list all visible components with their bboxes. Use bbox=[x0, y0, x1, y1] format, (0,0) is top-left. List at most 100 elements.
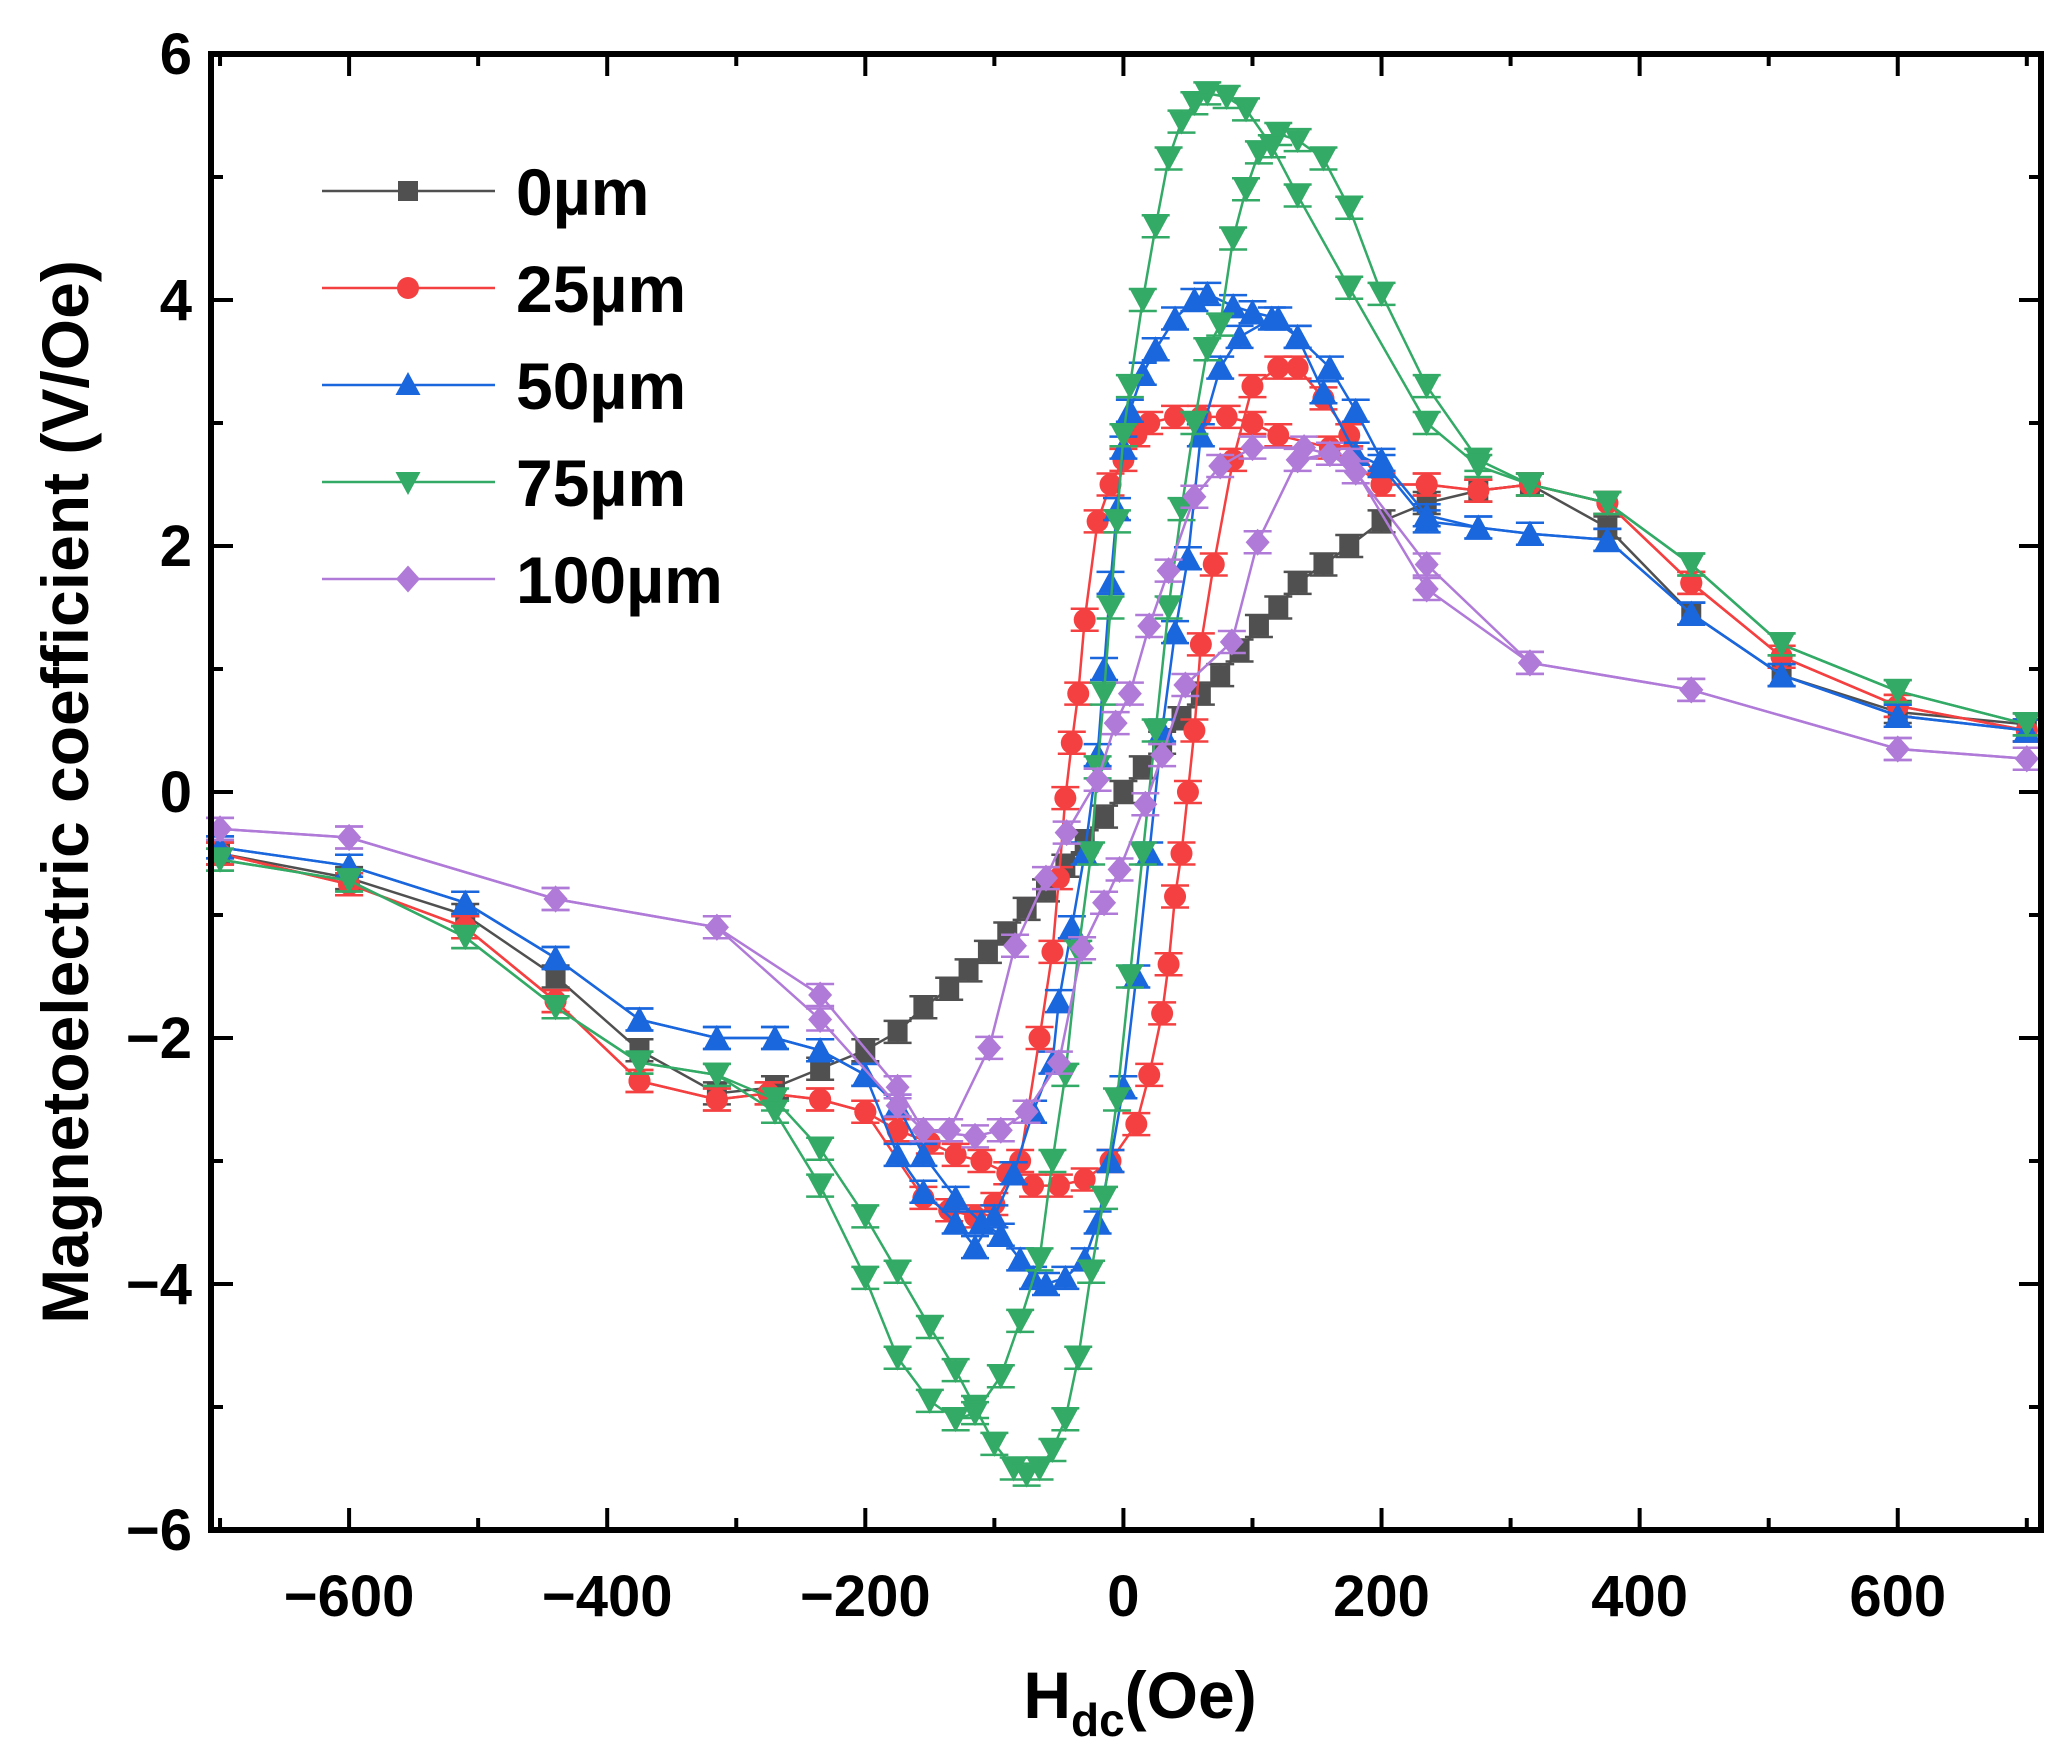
data-point bbox=[1181, 413, 1207, 436]
data-point bbox=[1181, 93, 1207, 117]
series-line bbox=[219, 292, 2027, 1250]
data-point bbox=[808, 981, 833, 1009]
data-point bbox=[1268, 597, 1289, 618]
data-point bbox=[628, 1070, 651, 1093]
data-point bbox=[1164, 885, 1187, 908]
data-point bbox=[885, 1261, 911, 1285]
data-point bbox=[1220, 293, 1246, 317]
data-point bbox=[336, 870, 362, 894]
data-point bbox=[1215, 405, 1238, 428]
data-point bbox=[1133, 790, 1158, 818]
y-axis-title: Magnetoelectric coefficient (V/Oe) bbox=[28, 260, 102, 1324]
data-point bbox=[1046, 1049, 1071, 1077]
data-point bbox=[1240, 434, 1265, 462]
data-point bbox=[1092, 889, 1117, 917]
data-point bbox=[1517, 520, 1543, 544]
data-point bbox=[1078, 1261, 1104, 1285]
data-point bbox=[1039, 1151, 1065, 1174]
series-line bbox=[219, 132, 2028, 1477]
data-point bbox=[1054, 819, 1079, 847]
data-point bbox=[1678, 554, 1704, 578]
data-point bbox=[1182, 483, 1207, 511]
data-point bbox=[1183, 719, 1206, 742]
data-point bbox=[1246, 142, 1272, 166]
legend: 0µm 25µm 50µm 75µm 100µm bbox=[322, 155, 723, 617]
data-point bbox=[943, 1409, 969, 1433]
legend-label: 50µm bbox=[516, 349, 686, 423]
data-point bbox=[1099, 473, 1122, 496]
legend-marker bbox=[395, 472, 421, 495]
data-point bbox=[886, 1119, 909, 1142]
data-point bbox=[1047, 867, 1070, 890]
data-point bbox=[1310, 148, 1336, 172]
legend-item: 25µm bbox=[322, 252, 686, 326]
data-point bbox=[1219, 628, 1244, 656]
data-point bbox=[910, 1178, 936, 1202]
data-point bbox=[981, 1433, 1007, 1457]
data-point bbox=[1343, 397, 1369, 421]
data-point bbox=[1073, 608, 1096, 631]
data-point bbox=[1210, 665, 1231, 686]
legend-label: 25µm bbox=[516, 252, 686, 326]
x-axis-title-unit: (Oe) bbox=[1125, 1658, 1257, 1732]
data-point bbox=[1207, 314, 1233, 338]
data-point bbox=[852, 1061, 878, 1085]
data-point bbox=[1208, 452, 1233, 480]
data-point bbox=[1259, 136, 1285, 160]
legend-label: 75µm bbox=[516, 446, 686, 520]
data-point bbox=[1189, 633, 1212, 656]
x-tick-label: 400 bbox=[1591, 1564, 1688, 1629]
data-point bbox=[452, 927, 478, 951]
legend-label: 100µm bbox=[516, 543, 723, 617]
data-point bbox=[962, 1234, 988, 1258]
data-point bbox=[1130, 290, 1156, 313]
series-3 bbox=[206, 81, 2041, 1488]
data-point bbox=[1125, 1113, 1148, 1136]
data-point bbox=[1014, 1464, 1040, 1488]
data-point bbox=[1143, 720, 1169, 744]
data-point bbox=[1065, 1347, 1091, 1371]
data-point bbox=[762, 1025, 788, 1048]
legend-item: 100µm bbox=[322, 543, 723, 617]
data-point bbox=[917, 1390, 943, 1414]
data-point bbox=[1117, 397, 1143, 421]
data-point bbox=[1267, 424, 1290, 447]
data-point bbox=[1207, 354, 1233, 378]
data-point bbox=[1041, 940, 1064, 963]
data-point bbox=[543, 945, 569, 969]
data-point bbox=[1103, 709, 1128, 737]
data-point bbox=[1091, 683, 1117, 707]
data-point bbox=[977, 941, 998, 962]
data-point bbox=[1130, 843, 1156, 867]
data-point bbox=[1233, 99, 1259, 123]
data-point bbox=[704, 1064, 730, 1088]
data-point bbox=[1414, 508, 1440, 532]
data-point bbox=[1594, 526, 1620, 550]
data-point bbox=[1052, 1409, 1078, 1433]
data-point bbox=[1248, 615, 1269, 636]
data-point bbox=[1113, 782, 1134, 802]
data-point bbox=[1369, 283, 1395, 307]
x-tick-label: 600 bbox=[1849, 1564, 1946, 1629]
data-point bbox=[1070, 934, 1095, 962]
data-point bbox=[337, 824, 362, 852]
data-point bbox=[1285, 323, 1311, 347]
data-point bbox=[626, 1052, 652, 1076]
data-point bbox=[762, 1101, 788, 1125]
data-point bbox=[545, 966, 566, 987]
data-point bbox=[1517, 474, 1543, 498]
data-point bbox=[944, 1143, 967, 1166]
data-point bbox=[1517, 649, 1542, 677]
y-tick-label: −4 bbox=[126, 1252, 192, 1317]
data-point bbox=[1286, 356, 1309, 379]
data-point bbox=[1060, 731, 1083, 754]
data-point bbox=[981, 1203, 1007, 1227]
data-point bbox=[1679, 676, 1704, 704]
data-point bbox=[911, 1116, 936, 1144]
data-point bbox=[852, 1267, 878, 1291]
data-point bbox=[1202, 553, 1225, 576]
data-point bbox=[1007, 1310, 1033, 1334]
data-point bbox=[1769, 662, 1795, 686]
data-point bbox=[1104, 1089, 1130, 1113]
legend-marker bbox=[395, 372, 421, 395]
